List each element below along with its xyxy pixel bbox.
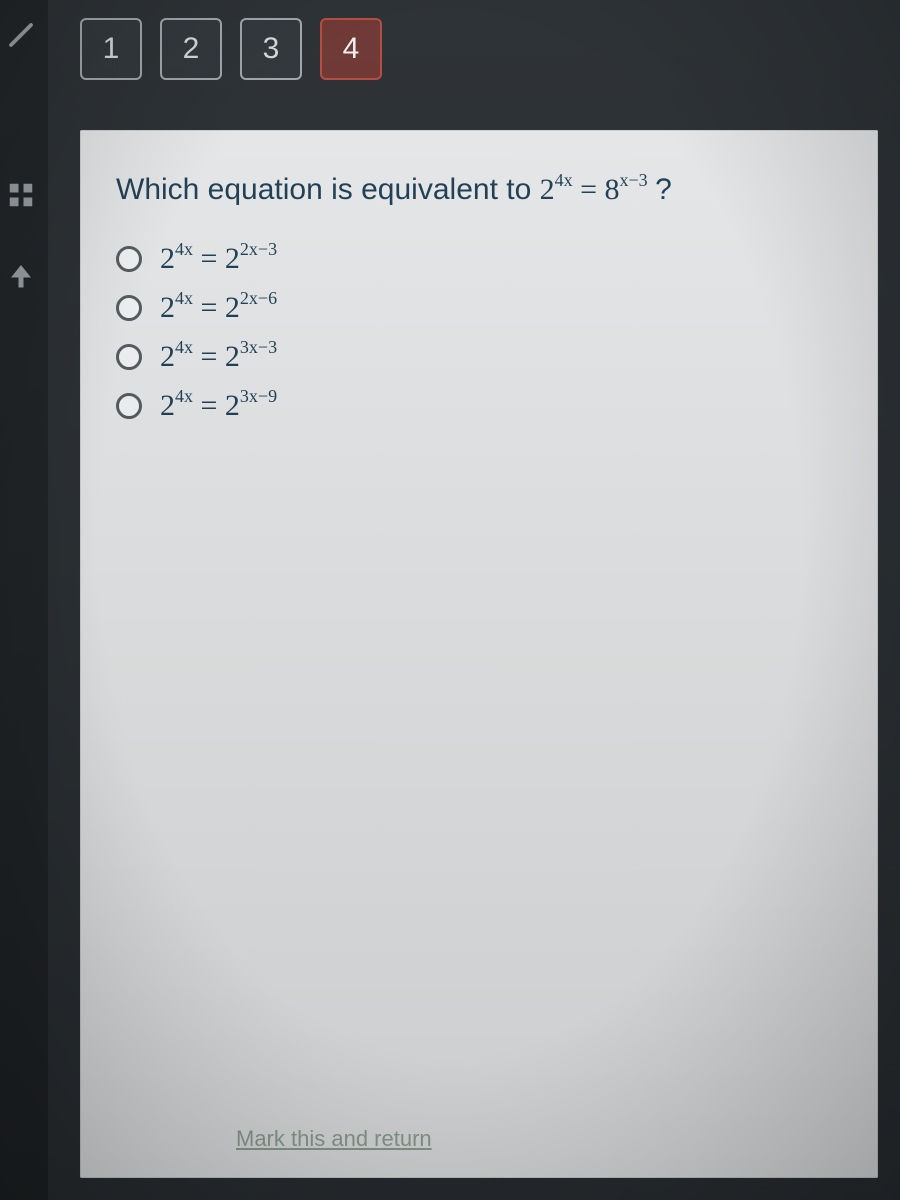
option-1[interactable]: 24x = 22x−3 bbox=[116, 241, 842, 276]
question-suffix: ? bbox=[655, 173, 672, 206]
question-expression: 24x = 8x−3 bbox=[540, 173, 656, 206]
grid-icon[interactable] bbox=[6, 180, 36, 210]
option-4[interactable]: 24x = 23x−9 bbox=[116, 388, 842, 423]
option-3-label: 24x = 23x−3 bbox=[160, 339, 277, 374]
question-card: Which equation is equivalent to 24x = 8x… bbox=[80, 130, 878, 1178]
tab-label: 2 bbox=[183, 32, 200, 66]
question-text: Which equation is equivalent to 24x = 8x… bbox=[116, 172, 842, 207]
option-3[interactable]: 24x = 23x−3 bbox=[116, 339, 842, 374]
tab-4[interactable]: 4 bbox=[320, 18, 382, 80]
tab-label: 3 bbox=[263, 32, 280, 66]
tab-label: 4 bbox=[343, 32, 360, 66]
radio-1[interactable] bbox=[116, 246, 142, 272]
radio-4[interactable] bbox=[116, 393, 142, 419]
option-4-label: 24x = 23x−9 bbox=[160, 388, 277, 423]
left-tool-strip bbox=[0, 0, 48, 1200]
options-list: 24x = 22x−3 24x = 22x−6 24x = 23x−3 bbox=[116, 241, 842, 423]
question-nav-tabs: 1 2 3 4 bbox=[80, 18, 382, 80]
arrow-up-icon[interactable] bbox=[6, 260, 36, 290]
tab-3[interactable]: 3 bbox=[240, 18, 302, 80]
option-2-label: 24x = 22x−6 bbox=[160, 290, 277, 325]
option-2[interactable]: 24x = 22x−6 bbox=[116, 290, 842, 325]
mark-and-return-link[interactable]: Mark this and return bbox=[236, 1126, 432, 1152]
tab-label: 1 bbox=[103, 32, 120, 66]
option-1-label: 24x = 22x−3 bbox=[160, 241, 277, 276]
radio-2[interactable] bbox=[116, 295, 142, 321]
tab-1[interactable]: 1 bbox=[80, 18, 142, 80]
slash-icon[interactable] bbox=[6, 20, 36, 50]
tab-2[interactable]: 2 bbox=[160, 18, 222, 80]
question-prefix: Which equation is equivalent to bbox=[116, 173, 540, 206]
spacer bbox=[116, 423, 842, 1126]
radio-3[interactable] bbox=[116, 344, 142, 370]
